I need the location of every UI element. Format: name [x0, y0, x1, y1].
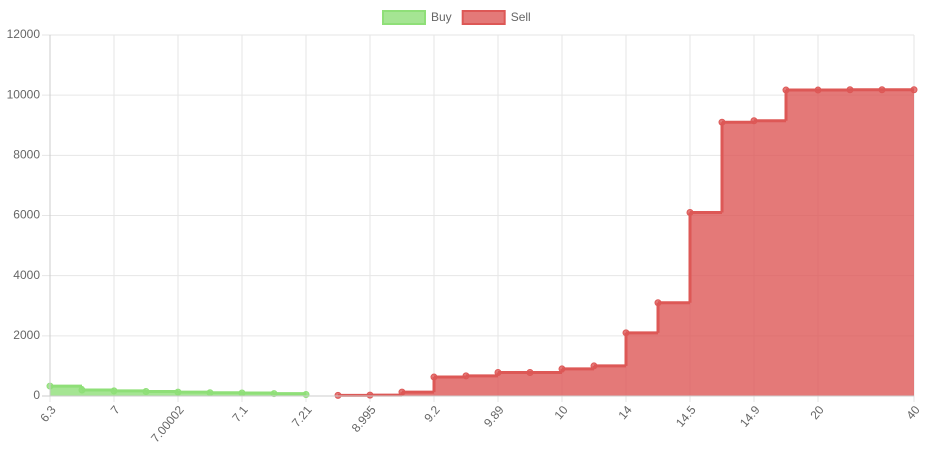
x-tick-label: 7.1 [229, 403, 251, 425]
data-point [782, 86, 790, 94]
data-point [398, 388, 406, 396]
y-tick-label: 0 [33, 388, 40, 402]
data-point [430, 373, 438, 381]
data-point [110, 387, 118, 395]
y-tick-label: 12000 [7, 27, 41, 41]
data-point [686, 208, 694, 216]
data-point [334, 391, 342, 399]
x-tick-label: 14 [615, 403, 635, 422]
data-point [590, 362, 598, 370]
data-point [526, 369, 534, 377]
data-point [206, 389, 214, 397]
data-point [718, 118, 726, 126]
data-point [558, 365, 566, 373]
y-tick-label: 6000 [13, 208, 40, 222]
x-tick-label: 40 [903, 403, 923, 422]
data-point [750, 117, 758, 125]
legend-label: Buy [431, 10, 452, 24]
data-point [270, 390, 278, 398]
legend-swatch [461, 10, 506, 25]
data-point [174, 388, 182, 396]
data-point [462, 372, 470, 380]
x-tick-label: 10 [551, 403, 571, 422]
x-tick-label: 9.2 [421, 403, 443, 425]
data-point [238, 389, 246, 397]
x-tick-label: 8.995 [349, 403, 379, 435]
x-tick-label: 14.9 [737, 403, 763, 430]
y-tick-label: 8000 [13, 148, 40, 162]
area-fill [338, 89, 914, 397]
x-tick-label: 7 [108, 403, 123, 417]
data-point [78, 386, 86, 394]
x-tick-label: 20 [807, 403, 827, 422]
data-point [622, 329, 630, 337]
legend-label: Sell [511, 10, 531, 24]
x-tick-label: 7.21 [289, 403, 315, 430]
y-tick-label: 4000 [13, 268, 40, 282]
data-point [366, 391, 374, 399]
data-point [494, 369, 502, 377]
y-tick-label: 2000 [13, 328, 40, 342]
data-point [142, 387, 150, 395]
x-tick-label: 14.5 [673, 403, 699, 430]
x-tick-label: 9.89 [481, 403, 507, 430]
data-point [910, 86, 918, 94]
y-tick-label: 10000 [7, 87, 41, 101]
data-point [814, 86, 822, 94]
x-tick-label: 7.00002 [148, 403, 187, 445]
data-point [654, 299, 662, 307]
data-point [302, 390, 310, 398]
x-tick-label: 6.3 [37, 403, 59, 425]
data-point [846, 86, 854, 94]
legend-swatch [382, 10, 426, 25]
data-point [878, 86, 886, 94]
